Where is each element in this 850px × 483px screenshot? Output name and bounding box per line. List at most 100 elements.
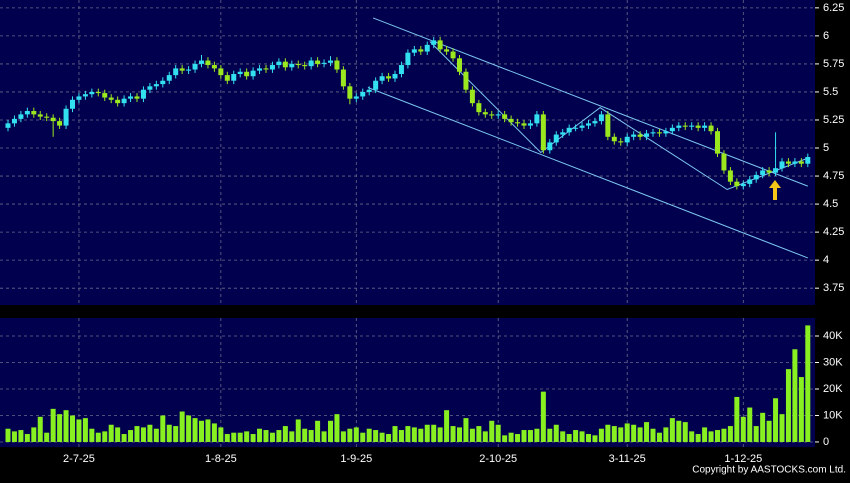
- candle-body: [695, 125, 701, 128]
- volume-bar: [785, 369, 791, 442]
- y-tick-label: 5.5: [823, 86, 838, 98]
- candle-body: [747, 179, 753, 184]
- volume-bar: [631, 424, 637, 442]
- candle-body: [766, 170, 772, 173]
- volume-bar: [386, 434, 392, 442]
- volume-bar: [489, 420, 495, 442]
- volume-bar: [205, 419, 211, 442]
- candle-body: [489, 114, 495, 116]
- candle-body: [792, 161, 798, 164]
- price-panel: [0, 0, 815, 305]
- volume-bar: [598, 428, 604, 442]
- volume-bar: [237, 432, 243, 442]
- candle-body: [457, 58, 462, 72]
- volume-bar: [328, 420, 333, 442]
- candle-body: [598, 114, 604, 122]
- volume-bar: [740, 416, 746, 442]
- volume-bar: [734, 396, 740, 442]
- candle-body: [11, 118, 17, 124]
- signal-arrow: [769, 180, 781, 200]
- volume-bar: [508, 432, 514, 442]
- volume-bar: [379, 432, 385, 442]
- candle-body: [302, 65, 308, 67]
- volume-bar: [153, 428, 159, 442]
- candle-body: [424, 44, 430, 52]
- volume-bar: [521, 430, 527, 442]
- candle-body: [211, 65, 217, 69]
- candle-body: [773, 168, 779, 173]
- y-tick-label: 5: [823, 142, 829, 154]
- candle-body: [147, 86, 153, 90]
- volume-bar: [398, 430, 404, 442]
- volume-bar: [353, 427, 359, 442]
- volume-bar: [31, 427, 37, 442]
- volume-bar: [211, 423, 217, 442]
- candle-body: [192, 63, 198, 70]
- candle-body: [31, 111, 37, 115]
- candle-body: [128, 96, 134, 99]
- candle-body: [444, 49, 450, 52]
- candle-body: [102, 93, 108, 98]
- x-tick-label: 1-12-25: [724, 453, 762, 465]
- volume-bar: [792, 349, 798, 442]
- volume-bar: [115, 427, 121, 442]
- candle-body: [244, 71, 250, 77]
- candle-body: [308, 60, 314, 67]
- candle-body: [237, 71, 243, 75]
- volume-bar: [547, 428, 553, 442]
- candle-body: [611, 136, 617, 142]
- volume-bar: [663, 427, 669, 442]
- candle-body: [656, 132, 662, 134]
- volume-bar: [586, 434, 591, 442]
- volume-bar: [128, 430, 134, 442]
- volume-bar: [695, 434, 701, 442]
- x-tick-label: 2-10-25: [479, 453, 517, 465]
- candle-body: [347, 86, 353, 99]
- volume-bar: [366, 428, 372, 442]
- volume-bar: [753, 426, 759, 442]
- candle-body: [553, 134, 559, 143]
- volume-bar: [347, 428, 353, 442]
- volume-bar: [431, 424, 437, 442]
- volume-bar: [224, 434, 230, 442]
- candle-body: [57, 121, 63, 126]
- volume-bar: [444, 410, 450, 442]
- candle-body: [411, 49, 417, 53]
- volume-bar: [179, 411, 185, 442]
- volume-bar: [721, 428, 727, 442]
- candle-body: [366, 89, 372, 92]
- candle-body: [186, 69, 192, 71]
- candle-body: [779, 161, 785, 169]
- candle-body: [95, 91, 101, 94]
- candle-body: [121, 98, 127, 104]
- volume-bar: [682, 422, 688, 442]
- candle-body: [353, 96, 359, 99]
- volume-bar: [269, 432, 275, 442]
- candle-body: [521, 123, 527, 126]
- x-tick-label: 2-7-25: [63, 453, 95, 465]
- volume-bar: [766, 420, 772, 442]
- candle-body: [315, 60, 321, 64]
- candle-body: [618, 141, 624, 143]
- candle-body: [689, 125, 695, 127]
- candle-body: [173, 68, 179, 76]
- candle-body: [586, 123, 591, 126]
- volume-bar: [689, 431, 695, 442]
- volume-bar: [669, 418, 675, 442]
- candle-body: [37, 114, 43, 117]
- candle-body: [631, 134, 637, 137]
- volume-bar: [527, 430, 533, 442]
- volume-bar: [199, 420, 204, 442]
- candle-body: [115, 99, 121, 104]
- candle-body: [605, 114, 611, 137]
- candle-body: [392, 74, 398, 79]
- candle-body: [340, 69, 346, 87]
- volume-bar: [160, 415, 166, 442]
- volume-bar: [334, 414, 340, 442]
- candle-body: [579, 125, 585, 128]
- volume-bar: [469, 428, 475, 442]
- candle-body: [44, 116, 50, 118]
- volume-bar: [89, 428, 95, 442]
- volume-bar: [289, 431, 295, 442]
